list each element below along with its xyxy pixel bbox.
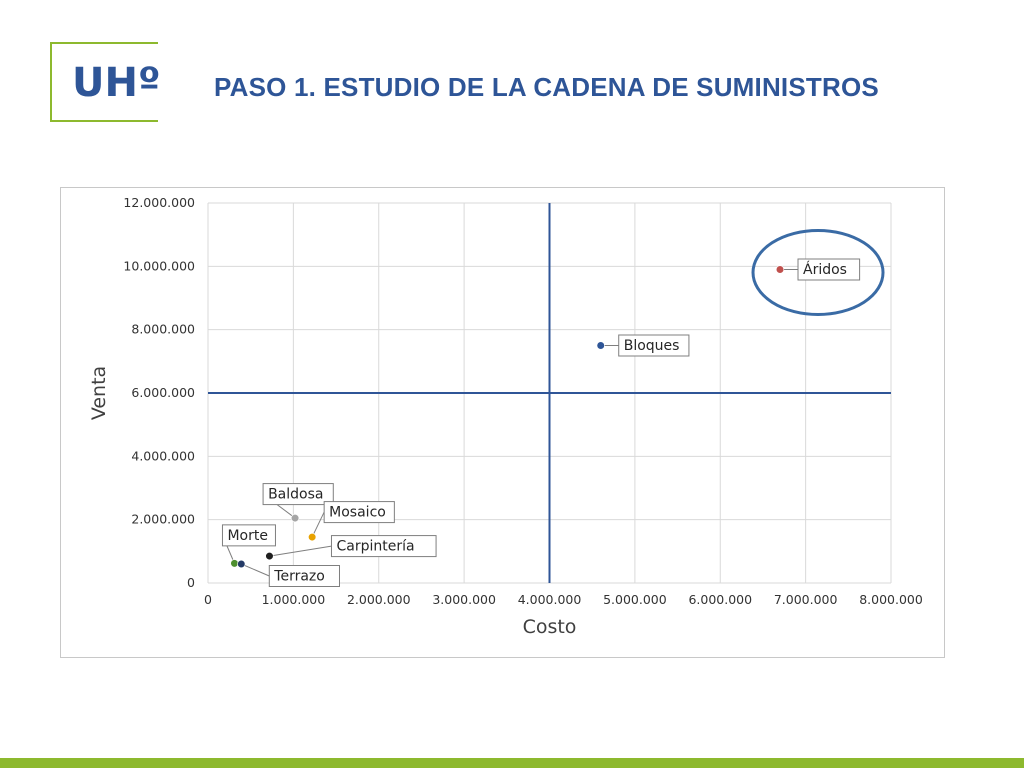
y-tick-label: 0: [187, 575, 195, 590]
footer-bar: [0, 758, 1024, 768]
point-label-box: [330, 535, 437, 558]
chart-frame: 0 1.000.000 2.000.000 3.000.000 4.000.000 5.0…: [60, 187, 945, 658]
x-tick-label: 5.000.000: [603, 592, 667, 607]
point-leader-line: [269, 545, 332, 557]
point-label: Morte: [227, 528, 268, 544]
point-leader-line: [311, 511, 325, 538]
point-label: Bloques: [624, 338, 680, 354]
scatter-point: [596, 341, 605, 350]
point-label-box: [797, 258, 861, 281]
y-tick-label: 8.000.000: [131, 322, 195, 337]
point-label: Carpintería: [336, 539, 414, 555]
scatter-chart: 0 1.000.000 2.000.000 3.000.000 4.000.000 5.0…: [88, 195, 923, 638]
x-tick-label: 6.000.000: [688, 592, 752, 607]
x-tick-label: 4.000.000: [518, 592, 582, 607]
x-axis-title: Costo: [523, 616, 577, 638]
point-label-box: [268, 565, 340, 587]
point-leader-line: [241, 563, 270, 577]
x-tick-label: 8.000.000: [859, 592, 923, 607]
uho-logo: UHº: [50, 42, 160, 122]
scatter-point: [775, 265, 785, 274]
scatter-point: [230, 559, 239, 568]
y-tick-label: 6.000.000: [131, 385, 195, 400]
scatter-point: [290, 513, 300, 523]
point-label-box: [262, 483, 334, 506]
x-tick-label: 2.000.000: [347, 592, 411, 607]
y-tick-label: 2.000.000: [131, 512, 195, 527]
x-tick-label: 3.000.000: [432, 592, 496, 607]
y-tick-label: 10.000.000: [123, 258, 195, 273]
y-tick-label: 4.000.000: [131, 448, 195, 463]
scatter-point: [237, 559, 246, 569]
page-title: PASO 1. ESTUDIO DE LA CADENA DE SUMINIST…: [214, 72, 879, 102]
point-label-box: [323, 501, 395, 524]
point-label: Mosaico: [329, 505, 386, 521]
x-tick-label: 1.000.000: [262, 592, 326, 607]
x-tick-label: 7.000.000: [774, 592, 838, 607]
point-label-box: [618, 334, 690, 357]
highlight-ellipse: [751, 229, 885, 316]
y-tick-label: 12.000.000: [123, 195, 195, 210]
x-tick-label: 0: [204, 592, 212, 607]
y-axis-title: Venta: [88, 366, 110, 420]
point-label: Áridos: [803, 261, 847, 278]
logo-text: UHº: [72, 60, 160, 106]
scatter-point: [265, 551, 274, 561]
point-label: Baldosa: [268, 487, 323, 503]
point-label: Terrazo: [273, 569, 325, 585]
scatter-point: [308, 532, 317, 542]
point-label-box: [221, 524, 276, 547]
